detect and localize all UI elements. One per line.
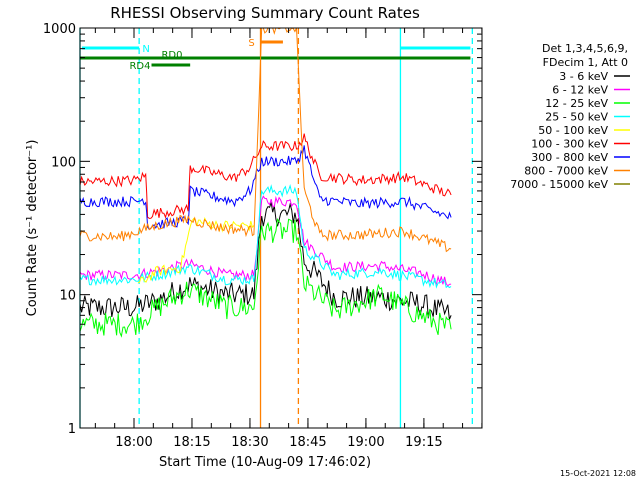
- series-line: [79, 133, 452, 219]
- chart-title: RHESSI Observing Summary Count Rates: [110, 4, 420, 22]
- flag-label-s: S: [248, 38, 254, 49]
- legend-label: 25 - 50 keV: [545, 111, 608, 124]
- x-axis-ticks: 18:00 18:15 18:30 18:45 19:00 19:15: [94, 28, 483, 450]
- render-timestamp: 15-Oct-2021 12:08: [560, 469, 636, 478]
- status-flag-bars: N S RD0 RD4: [80, 38, 471, 72]
- series-line: [137, 217, 255, 284]
- x-axis-label: Start Time (10-Aug-09 17:46:02): [159, 455, 371, 470]
- x-tick-label: 18:15: [173, 435, 210, 450]
- flag-label-rd0: RD0: [161, 50, 182, 61]
- legend-header-line-2: FDecim 1, Att 0: [543, 56, 628, 69]
- y-tick-label: 10: [59, 289, 76, 304]
- y-tick-label: 100: [51, 155, 76, 170]
- y-axis-label: Count Rate (s⁻¹ detector⁻¹): [25, 140, 40, 317]
- flag-label-n: N: [142, 44, 149, 55]
- y-tick-label: 1: [68, 422, 76, 437]
- x-tick-label: 19:15: [405, 435, 442, 450]
- x-tick-label: 18:30: [231, 435, 268, 450]
- series-lines: [79, 27, 452, 338]
- series-line: [79, 27, 452, 253]
- legend-label: 100 - 300 keV: [531, 138, 608, 151]
- legend-label: 50 - 100 keV: [538, 124, 608, 137]
- series-line: [79, 184, 452, 289]
- y-tick-label: 1000: [43, 22, 76, 37]
- legend-label: 300 - 800 keV: [531, 151, 608, 164]
- x-tick-label: 19:00: [347, 435, 384, 450]
- legend-label: 800 - 7000 keV: [524, 165, 608, 178]
- legend-label: 7000 - 15000 keV: [510, 178, 608, 191]
- x-tick-label: 18:45: [289, 435, 326, 450]
- series-line: [79, 217, 452, 338]
- legend-label: 3 - 6 keV: [559, 70, 608, 83]
- plot-frame: [79, 27, 483, 429]
- legend-header-line-1: Det 1,3,4,5,6,9,: [542, 42, 628, 55]
- legend-label: 12 - 25 keV: [545, 97, 608, 110]
- flag-label-rd4: RD4: [129, 61, 150, 72]
- series-line: [79, 195, 452, 287]
- legend-label: 6 - 12 keV: [552, 84, 608, 97]
- x-tick-label: 18:00: [115, 435, 152, 450]
- legend: Det 1,3,4,5,6,9, FDecim 1, Att 0 3 - 6 k…: [510, 42, 630, 191]
- series-line: [79, 145, 452, 231]
- y-axis-ticks: 1 10 100 1000: [43, 22, 482, 437]
